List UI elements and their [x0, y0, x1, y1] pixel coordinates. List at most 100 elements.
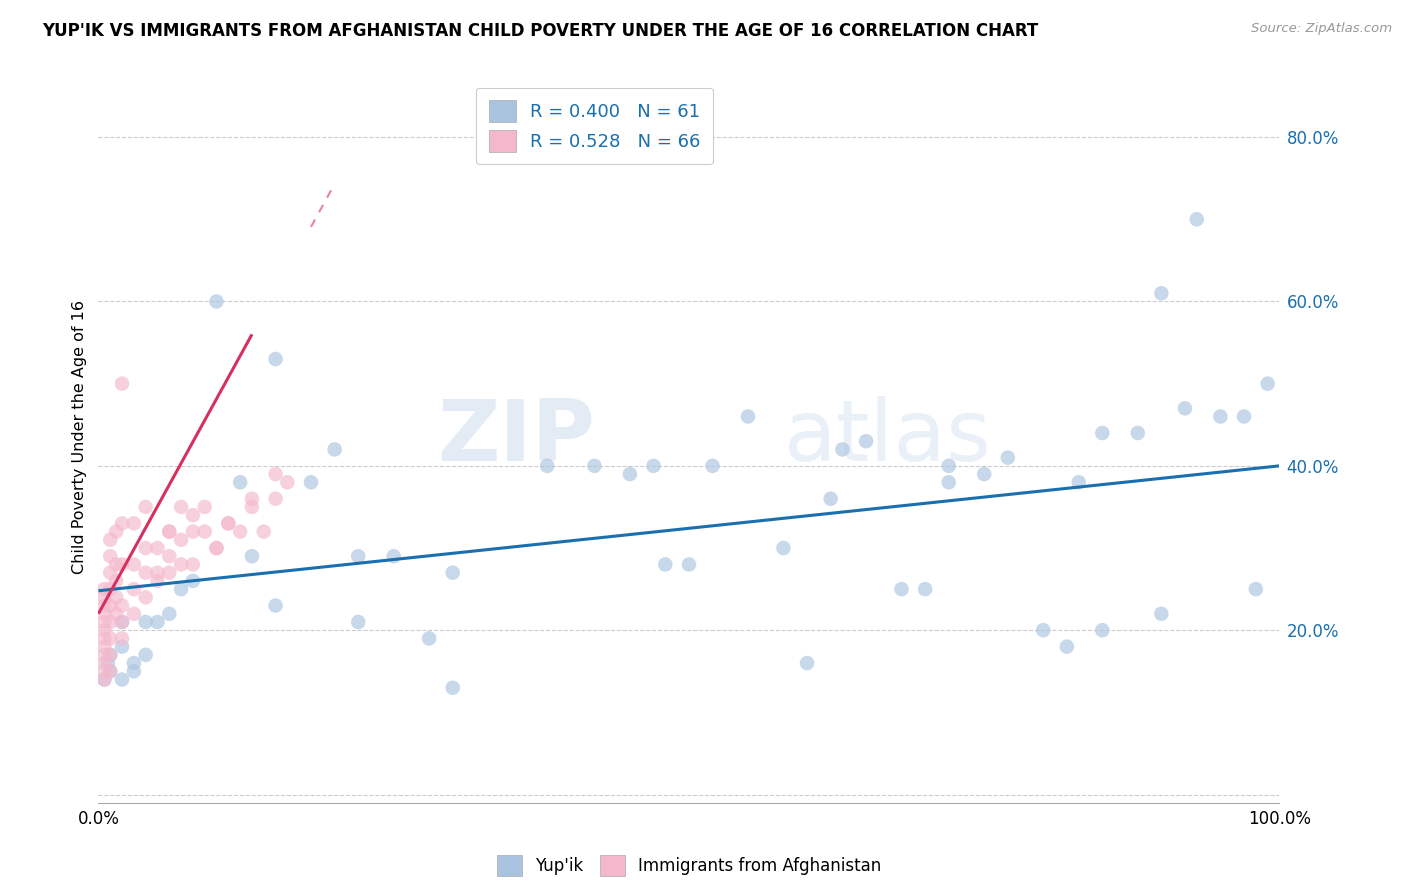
Point	[98, 566, 121, 580]
Point	[914, 582, 936, 596]
Point	[111, 376, 134, 391]
Point	[93, 656, 115, 670]
Point	[1091, 425, 1114, 440]
Point	[253, 524, 276, 539]
Point	[93, 615, 115, 629]
Point	[157, 607, 180, 621]
Point	[93, 599, 115, 613]
Point	[441, 566, 464, 580]
Point	[146, 615, 169, 629]
Point	[105, 591, 128, 605]
Legend: Yup'ik, Immigrants from Afghanistan: Yup'ik, Immigrants from Afghanistan	[489, 848, 889, 882]
Point	[111, 558, 134, 572]
Point	[93, 648, 115, 662]
Point	[737, 409, 759, 424]
Point	[1056, 640, 1078, 654]
Point	[98, 533, 121, 547]
Point	[536, 458, 558, 473]
Text: Source: ZipAtlas.com: Source: ZipAtlas.com	[1251, 22, 1392, 36]
Point	[157, 566, 180, 580]
Point	[135, 648, 157, 662]
Y-axis label: Child Poverty Under the Age of 16: Child Poverty Under the Age of 16	[72, 300, 87, 574]
Point	[299, 475, 322, 490]
Point	[98, 648, 121, 662]
Point	[855, 434, 877, 449]
Point	[122, 665, 145, 679]
Point	[643, 458, 665, 473]
Point	[93, 591, 115, 605]
Point	[938, 458, 960, 473]
Point	[105, 607, 128, 621]
Point	[205, 541, 228, 555]
Point	[938, 475, 960, 490]
Point	[264, 351, 287, 366]
Point	[194, 524, 217, 539]
Point	[264, 491, 287, 506]
Point	[98, 632, 121, 646]
Point	[157, 524, 180, 539]
Point	[93, 624, 115, 638]
Point	[105, 524, 128, 539]
Point	[1067, 475, 1090, 490]
Point	[831, 442, 853, 457]
Point	[1209, 409, 1232, 424]
Point	[93, 582, 115, 596]
Point	[111, 673, 134, 687]
Point	[157, 549, 180, 564]
Point	[93, 665, 115, 679]
Point	[418, 632, 440, 646]
Point	[122, 516, 145, 531]
Point	[105, 558, 128, 572]
Point	[1257, 376, 1279, 391]
Point	[111, 640, 134, 654]
Point	[323, 442, 346, 457]
Point	[98, 582, 121, 596]
Point	[583, 458, 606, 473]
Point	[170, 500, 193, 514]
Point	[98, 665, 121, 679]
Point	[122, 582, 145, 596]
Point	[276, 475, 298, 490]
Point	[678, 558, 700, 572]
Point	[1091, 624, 1114, 638]
Point	[146, 541, 169, 555]
Point	[111, 516, 134, 531]
Point	[170, 582, 193, 596]
Point	[170, 533, 193, 547]
Point	[1150, 286, 1173, 301]
Point	[229, 524, 252, 539]
Point	[93, 632, 115, 646]
Point	[122, 607, 145, 621]
Point	[1032, 624, 1054, 638]
Point	[93, 673, 115, 687]
Point	[654, 558, 676, 572]
Point	[205, 541, 228, 555]
Point	[98, 648, 121, 662]
Point	[98, 549, 121, 564]
Point	[382, 549, 405, 564]
Point	[111, 615, 134, 629]
Point	[619, 467, 641, 481]
Point	[181, 574, 204, 588]
Point	[111, 615, 134, 629]
Point	[1150, 607, 1173, 621]
Point	[240, 549, 263, 564]
Point	[181, 558, 204, 572]
Point	[98, 665, 121, 679]
Point	[973, 467, 995, 481]
Point	[93, 640, 115, 654]
Point	[820, 491, 842, 506]
Point	[217, 516, 239, 531]
Point	[181, 508, 204, 523]
Point	[441, 681, 464, 695]
Point	[1174, 401, 1197, 416]
Point	[98, 599, 121, 613]
Point	[135, 500, 157, 514]
Point	[93, 673, 115, 687]
Point	[1233, 409, 1256, 424]
Point	[264, 599, 287, 613]
Point	[702, 458, 724, 473]
Point	[135, 541, 157, 555]
Point	[217, 516, 239, 531]
Point	[98, 615, 121, 629]
